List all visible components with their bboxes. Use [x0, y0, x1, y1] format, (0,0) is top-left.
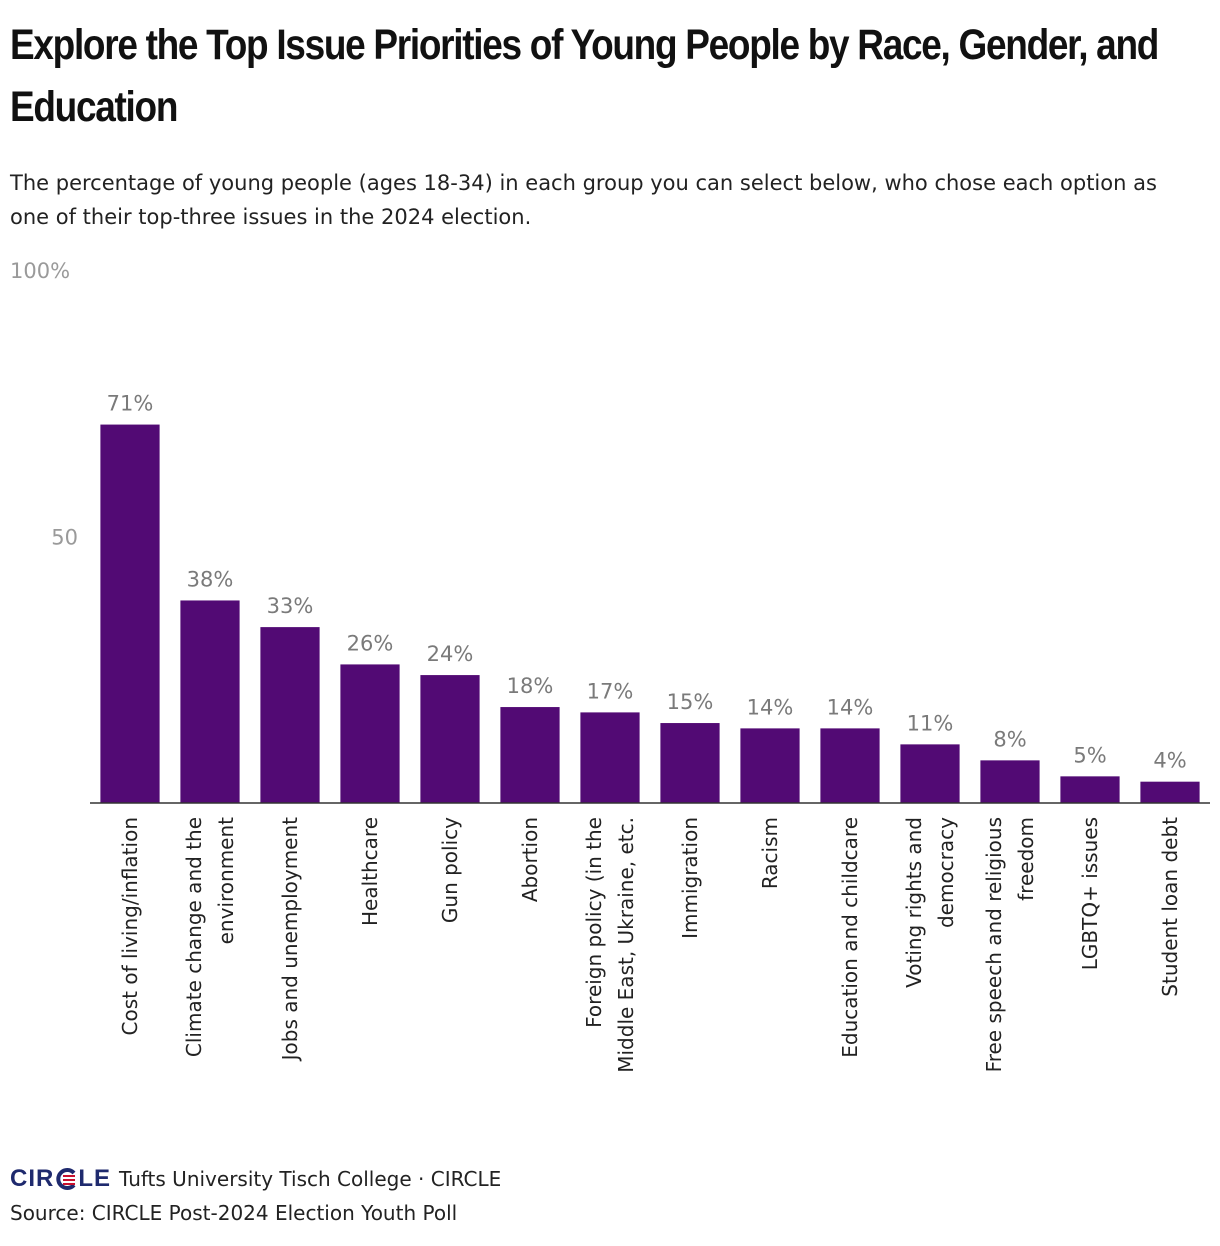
data-label: 4%: [1153, 749, 1186, 773]
category-label: Climate change and the environment: [182, 817, 238, 1057]
logo-text-right: LE: [78, 1165, 112, 1192]
source-line: Source: CIRCLE Post-2024 Election Youth …: [10, 1201, 458, 1225]
credit-line: CIR LE Tufts University Tisch College · …: [10, 1162, 1200, 1196]
logo-text-left: CIR: [10, 1165, 55, 1192]
category-label: Healthcare: [358, 817, 382, 926]
category-label-line: Foreign policy (in the: [582, 817, 606, 1028]
category-label: Immigration: [678, 817, 702, 939]
data-label: 15%: [667, 690, 714, 714]
category-label-line: Middle East, Ukraine, etc.: [614, 817, 638, 1073]
category-label-line: Climate change and the: [182, 817, 206, 1057]
category-label-line: Free speech and religious: [982, 817, 1006, 1072]
category-label: Jobs and unemployment: [278, 817, 302, 1063]
data-label: 14%: [747, 695, 794, 719]
category-label: Gun policy: [438, 817, 462, 923]
category-label-line: Voting rights and: [902, 817, 926, 988]
category-label-line: Cost of living/inflation: [118, 817, 142, 1035]
bar[interactable]: [740, 728, 800, 803]
circle-logo: CIR LE: [10, 1165, 111, 1193]
category-label: Cost of living/inflation: [118, 817, 142, 1035]
bar-chart: 100% 50 71% 38% 33% 26% 24% 18% 17% 15% 14% 14% 11%…: [10, 259, 1210, 1073]
category-label: LGBTQ+ issues: [1078, 817, 1102, 970]
category-label-line: LGBTQ+ issues: [1078, 817, 1102, 970]
flag-c-icon: [56, 1168, 76, 1190]
category-label-line: Immigration: [678, 817, 702, 939]
data-label: 18%: [507, 674, 554, 698]
chart-title: Explore the Top Issue Priorities of Youn…: [10, 21, 1159, 131]
category-label: Voting rights and democracy: [902, 817, 958, 988]
data-label: 11%: [907, 711, 954, 735]
bar[interactable]: [260, 627, 320, 803]
category-label-line: Education and childcare: [838, 817, 862, 1058]
y-tick-label: 100%: [10, 259, 70, 283]
category-label: Student loan debt: [1158, 817, 1182, 997]
bar[interactable]: [660, 723, 720, 803]
data-label: 8%: [993, 727, 1026, 751]
y-axis: 100% 50: [10, 259, 78, 550]
category-label-line: Student loan debt: [1158, 817, 1182, 997]
category-label-line: democracy: [934, 817, 958, 928]
category-label-line: Jobs and unemployment: [278, 817, 302, 1063]
bars: [100, 424, 1200, 803]
data-label: 14%: [827, 695, 874, 719]
category-label: Education and childcare: [838, 817, 862, 1058]
category-label: Free speech and religious freedom: [982, 817, 1038, 1072]
bar[interactable]: [340, 664, 400, 803]
bar[interactable]: [580, 712, 640, 803]
bar[interactable]: [500, 707, 560, 803]
bar[interactable]: [900, 744, 960, 803]
category-labels: Cost of living/inflation Climate change a…: [118, 817, 1182, 1073]
category-label-line: freedom: [1014, 817, 1038, 901]
bar[interactable]: [820, 728, 880, 803]
data-label: 5%: [1073, 743, 1106, 767]
category-label: Abortion: [518, 817, 542, 902]
data-label: 71%: [107, 392, 154, 416]
data-labels: 71% 38% 33% 26% 24% 18% 17% 15% 14% 14% 11% 8% 5% 4%: [107, 392, 1187, 773]
y-tick-label: 50: [51, 526, 78, 550]
category-label-line: Racism: [758, 817, 782, 889]
bar[interactable]: [1140, 781, 1200, 803]
category-label: Racism: [758, 817, 782, 889]
category-label: Foreign policy (in the Middle East, Ukrai…: [582, 817, 638, 1073]
bar[interactable]: [980, 760, 1040, 803]
category-label-line: Abortion: [518, 817, 542, 902]
footer: CIR LE Tufts University Tisch College · …: [10, 1162, 1200, 1230]
category-label-line: environment: [214, 817, 238, 945]
data-label: 24%: [427, 642, 474, 666]
bar[interactable]: [420, 675, 480, 803]
data-label: 38%: [187, 567, 234, 591]
bar[interactable]: [180, 600, 240, 803]
data-label: 33%: [267, 594, 314, 618]
chart-subtitle: The percentage of young people (ages 18-…: [10, 171, 1157, 229]
category-label-line: Gun policy: [438, 817, 462, 923]
credit-text: Tufts University Tisch College · CIRCLE: [119, 1167, 502, 1191]
data-label: 26%: [347, 631, 394, 655]
category-label-line: Healthcare: [358, 817, 382, 926]
bar[interactable]: [100, 424, 160, 803]
bar[interactable]: [1060, 776, 1120, 803]
data-label: 17%: [587, 679, 634, 703]
